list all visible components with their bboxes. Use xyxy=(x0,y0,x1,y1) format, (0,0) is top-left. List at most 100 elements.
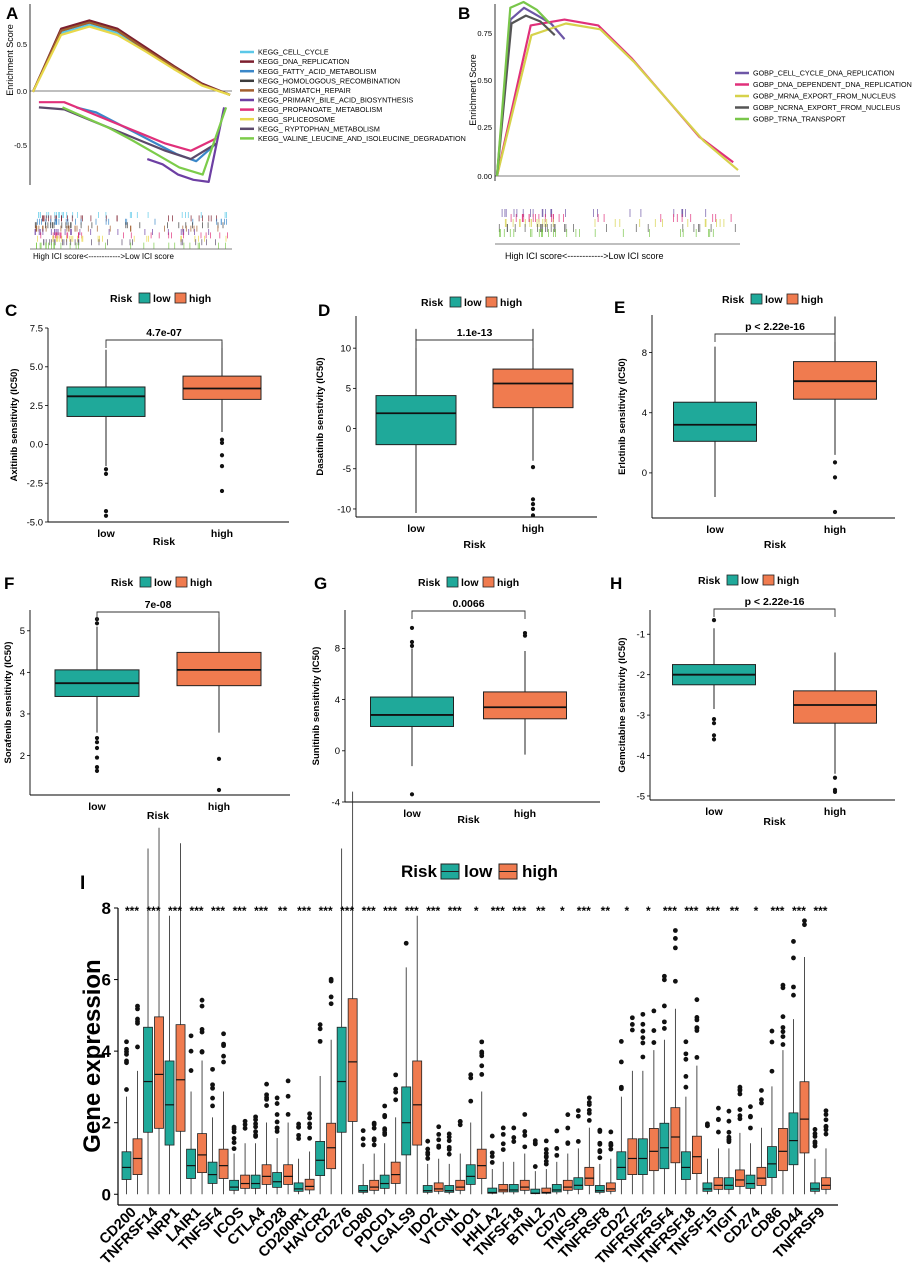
panel-i-significance: *** xyxy=(233,904,247,918)
panel-g-xtick-label: high xyxy=(514,808,536,820)
panel-i-box-low xyxy=(508,1184,519,1193)
panel-i-outlier-low xyxy=(748,1114,753,1120)
panel-i-outlier-high xyxy=(651,1008,657,1014)
panel-i-outlier-high xyxy=(199,997,205,1003)
panel-i-outlier-low xyxy=(683,1084,689,1090)
panel-i-outlier-high xyxy=(823,1112,829,1117)
panel-i-outlier-high xyxy=(479,1049,485,1055)
panel-i-significance: ** xyxy=(730,904,740,918)
panel-i-significance: *** xyxy=(319,904,333,918)
panel-f-legend-low-swatch xyxy=(139,576,152,588)
panel-f-letter: F xyxy=(4,574,14,593)
panel-i-outlier-low xyxy=(403,940,409,946)
panel-c-outlier-high xyxy=(219,453,225,458)
panel-h-legend: Risk low high xyxy=(698,574,799,587)
panel-i-box-low xyxy=(293,1182,304,1192)
panel-f-ytick-label: 5 xyxy=(20,626,25,637)
panel-b-letter: B xyxy=(458,4,470,23)
panel-h-xtick-label: high xyxy=(824,806,846,818)
panel-i-box-low xyxy=(401,1086,412,1156)
panel-i-outlier-low xyxy=(446,1144,452,1150)
panel-b-ytick: 0.50 xyxy=(477,76,492,85)
panel-h-outlier-low xyxy=(711,733,717,738)
panel-i-box-high xyxy=(541,1187,552,1194)
panel-i-outlier-low xyxy=(489,1154,495,1159)
panel-i-box-high xyxy=(455,1179,466,1191)
panel-i-outlier-low xyxy=(274,1101,280,1106)
panel-i-outlier-high xyxy=(221,1053,226,1059)
panel-c-legend-high-swatch xyxy=(174,292,187,304)
panel-a-legend: KEGG_CELL_CYCLEKEGG_DNA_REPLICATIONKEGG_… xyxy=(240,48,466,143)
panel-i-significance: *** xyxy=(684,904,698,918)
panel-i-outlier-low xyxy=(726,1118,732,1124)
panel-e-legend-low-swatch xyxy=(750,293,763,305)
panel-i-box-low xyxy=(315,1140,326,1176)
panel-i-outlier-low xyxy=(791,955,796,961)
panel-i-significance: * xyxy=(646,904,651,918)
panel-g-sig-bracket xyxy=(411,610,526,619)
panel-i-box-low xyxy=(616,1151,627,1180)
panel-i-box-low xyxy=(745,1174,756,1189)
panel-c-ytick-label: 0.0 xyxy=(30,440,43,451)
panel-i-outlier-low xyxy=(446,1151,452,1157)
panel-a-ytick: -0.5 xyxy=(14,141,27,150)
panel-i-outlier-low xyxy=(640,1054,646,1060)
panel-e-letter: E xyxy=(614,298,625,317)
panel-f-legend-high-label: high xyxy=(190,577,212,589)
panel-d-box-low xyxy=(375,395,457,446)
panel-b-curve-1 xyxy=(495,6,566,177)
panel-i-outlier-low xyxy=(468,1072,474,1078)
panel-i-outlier-high xyxy=(436,1132,442,1137)
panel-i-outlier-low xyxy=(532,1140,538,1146)
panel-i-outlier-high xyxy=(436,1137,442,1143)
panel-i-outlier-high xyxy=(629,1027,635,1033)
panel-i-outlier-high xyxy=(543,1150,549,1156)
panel-c-outlier-low xyxy=(103,467,109,472)
panel-b-curve-3 xyxy=(495,22,739,177)
panel-c-outlier-high xyxy=(219,488,225,494)
panel-i-outlier-low xyxy=(382,1113,388,1118)
panel-i-box-low xyxy=(379,1174,390,1189)
panel-i-box-high xyxy=(778,1128,788,1172)
panel-i-box-high xyxy=(476,1148,487,1179)
panel-i-significance: *** xyxy=(362,904,376,918)
panel-i-outlier-high xyxy=(759,1100,764,1106)
panel-e-legend-high-swatch xyxy=(786,293,799,305)
panel-i-outlier-low xyxy=(468,1075,474,1081)
panel-i-significance: *** xyxy=(512,904,526,918)
panel-i-ylabel: Gene expression xyxy=(79,959,106,1152)
panel-i-box-high xyxy=(369,1179,380,1191)
panel-i-significance: *** xyxy=(770,904,784,918)
panel-c-ytick-label: 5.0 xyxy=(30,362,43,373)
panel-c-outlier-high xyxy=(219,440,225,445)
panel-i-outlier-high xyxy=(651,1028,657,1033)
panel-i-outlier-high xyxy=(371,1122,377,1127)
panel-i-significance: *** xyxy=(340,904,354,918)
panel-g-letter: G xyxy=(314,574,327,593)
panel-i-box-high xyxy=(412,1060,423,1146)
panel-i-outlier-low xyxy=(253,1132,258,1138)
panel-g-legend: Risk low high xyxy=(418,576,519,589)
panel-i-outlier-low xyxy=(661,1003,667,1009)
panel-i-outlier-low xyxy=(382,1130,388,1136)
panel-d-xtick-label: high xyxy=(522,523,544,535)
panel-i-box-high xyxy=(433,1182,444,1192)
panel-i-outlier-low xyxy=(124,1058,129,1064)
panel-e-ytick-label: 4 xyxy=(642,408,647,419)
panel-i-significance: *** xyxy=(297,904,311,918)
panel-a-rug xyxy=(34,212,228,249)
panel-g-legend-low-label: low xyxy=(461,577,479,589)
panel-h-sig-bracket xyxy=(713,608,836,617)
panel-i-significance: *** xyxy=(125,904,139,918)
panel-h-legend-title: Risk xyxy=(698,575,720,587)
panel-e-ytick-label: 0 xyxy=(642,468,647,479)
panel-c-legend-low-label: low xyxy=(153,293,171,305)
panel-i-box-high xyxy=(648,1128,659,1172)
panel-b-footer: High ICI score<------------>Low ICI scor… xyxy=(505,251,664,261)
panel-i-outlier-low xyxy=(489,1160,495,1165)
panel-i-outlier-high xyxy=(328,978,334,984)
panel-d-legend-title: Risk xyxy=(421,297,443,309)
panel-i-outlier-high xyxy=(371,1125,377,1131)
panel-i-outlier-high xyxy=(543,1138,549,1144)
panel-i-outlier-low xyxy=(253,1121,258,1127)
